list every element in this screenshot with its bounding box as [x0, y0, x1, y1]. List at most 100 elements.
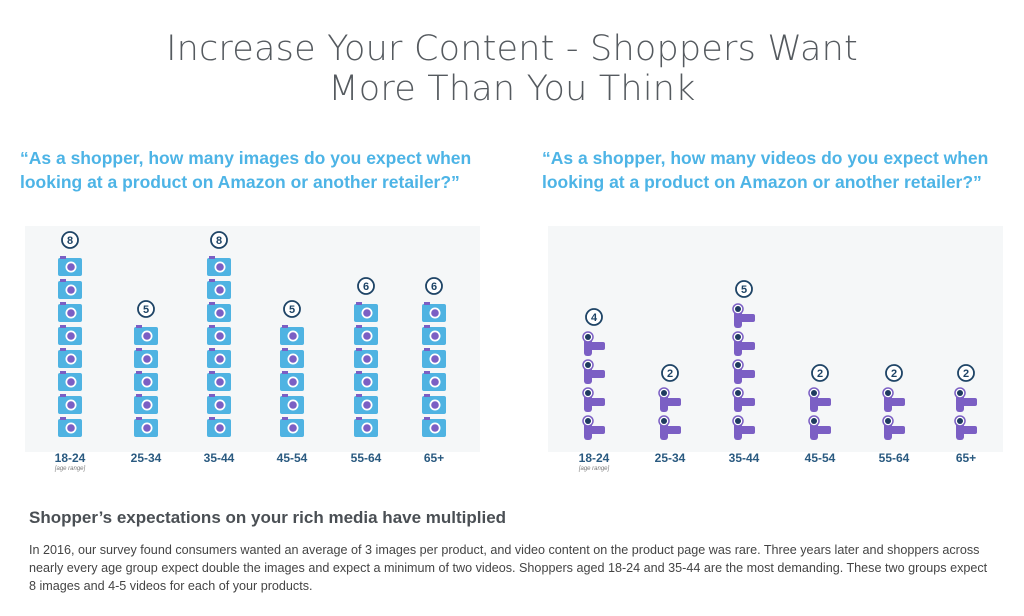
title-line-1: Increase Your Content - Shoppers Want: [166, 29, 858, 70]
bar-25-34: [658, 387, 681, 440]
bar-18-24: [58, 256, 82, 437]
data-label: 2: [667, 368, 673, 380]
camera-icon: [354, 348, 378, 368]
camera-icon: [207, 279, 231, 299]
camera-icon: [280, 325, 304, 345]
video-camera-icon: [582, 359, 605, 384]
camera-icon: [207, 417, 231, 437]
videos-chart: 4 18-24[age range] 2 25-34 5 35-44 2 45-54 2 55-6…: [578, 280, 977, 472]
video-camera-icon: [808, 387, 831, 412]
tick-label: 25-34: [131, 451, 162, 465]
value-badge-45-54: 2: [811, 364, 829, 382]
camera-icon: [354, 417, 378, 437]
tick-label: 55-64: [351, 451, 382, 465]
camera-icon: [207, 394, 231, 414]
camera-icon: [134, 325, 158, 345]
tick-label: 45-54: [277, 451, 308, 465]
video-camera-icon: [732, 359, 755, 384]
data-label: 8: [216, 235, 222, 247]
bar-55-64: [354, 302, 378, 437]
data-label: 5: [289, 304, 295, 316]
value-badge-18-24: 4: [585, 308, 603, 326]
videos-question: “As a shopper, how many videos do you ex…: [542, 148, 989, 192]
videos-chart-panel: [548, 226, 1003, 452]
data-label: 6: [363, 281, 369, 293]
axis-note: [age range]: [578, 466, 610, 472]
camera-icon: [207, 371, 231, 391]
camera-icon: [58, 325, 82, 345]
camera-icon: [58, 256, 82, 276]
camera-icon: [58, 348, 82, 368]
tick-label: 65+: [956, 451, 976, 465]
page-title: Increase Your Content - Shoppers Want Mo…: [0, 29, 1024, 109]
data-label: 6: [431, 281, 437, 293]
camera-icon: [58, 417, 82, 437]
camera-icon: [422, 348, 446, 368]
bar-35-44: [207, 256, 231, 437]
data-label: 2: [891, 368, 897, 380]
data-label: 4: [591, 312, 598, 324]
data-label: 5: [741, 284, 747, 296]
video-camera-icon: [582, 415, 605, 440]
images-question: “As a shopper, how many images do you ex…: [20, 148, 472, 192]
summary-heading: Shopper’s expectations on your rich medi…: [29, 508, 507, 527]
value-badge-35-44: 8: [210, 231, 228, 249]
data-label: 2: [817, 368, 823, 380]
camera-icon: [422, 325, 446, 345]
value-badge-45-54: 5: [283, 300, 301, 318]
camera-icon: [207, 302, 231, 322]
video-camera-icon: [732, 415, 755, 440]
camera-icon: [280, 417, 304, 437]
camera-icon: [207, 256, 231, 276]
tick-label: 55-64: [879, 451, 910, 465]
bar-45-54: [280, 325, 304, 437]
tick-label: 18-24: [579, 451, 610, 465]
camera-icon: [354, 302, 378, 322]
camera-icon: [134, 394, 158, 414]
bar-25-34: [134, 325, 158, 437]
camera-icon: [58, 371, 82, 391]
tick-label: 25-34: [655, 451, 686, 465]
tick-label: 35-44: [204, 451, 235, 465]
bar-55-64: [882, 387, 905, 440]
value-badge-55-64: 6: [357, 277, 375, 295]
video-camera-icon: [582, 387, 605, 412]
images-chart-panel: [25, 226, 480, 452]
video-camera-icon: [732, 387, 755, 412]
camera-icon: [58, 394, 82, 414]
camera-icon: [207, 348, 231, 368]
value-badge-55-64: 2: [885, 364, 903, 382]
video-camera-icon: [954, 415, 977, 440]
value-badge-18-24: 8: [61, 231, 79, 249]
summary-body: In 2016, our survey found consumers want…: [29, 543, 988, 593]
data-label: 2: [963, 368, 969, 380]
camera-icon: [207, 325, 231, 345]
video-camera-icon: [582, 331, 605, 356]
bar-35-44: [732, 303, 755, 440]
bar-18-24: [582, 331, 605, 440]
value-badge-65+: 6: [425, 277, 443, 295]
tick-label: 18-24: [55, 451, 86, 465]
camera-icon: [422, 371, 446, 391]
data-label: 5: [143, 304, 149, 316]
bar-65+: [954, 387, 977, 440]
camera-icon: [422, 417, 446, 437]
video-camera-icon: [882, 415, 905, 440]
camera-icon: [354, 325, 378, 345]
data-label: 8: [67, 235, 73, 247]
camera-icon: [280, 394, 304, 414]
video-camera-icon: [658, 415, 681, 440]
camera-icon: [58, 302, 82, 322]
tick-label: 45-54: [805, 451, 836, 465]
camera-icon: [422, 302, 446, 322]
camera-icon: [280, 348, 304, 368]
bar-65+: [422, 302, 446, 437]
video-camera-icon: [954, 387, 977, 412]
camera-icon: [134, 348, 158, 368]
camera-icon: [354, 371, 378, 391]
bar-45-54: [808, 387, 831, 440]
tick-label: 65+: [424, 451, 444, 465]
value-badge-65+: 2: [957, 364, 975, 382]
video-camera-icon: [882, 387, 905, 412]
video-camera-icon: [732, 303, 755, 328]
